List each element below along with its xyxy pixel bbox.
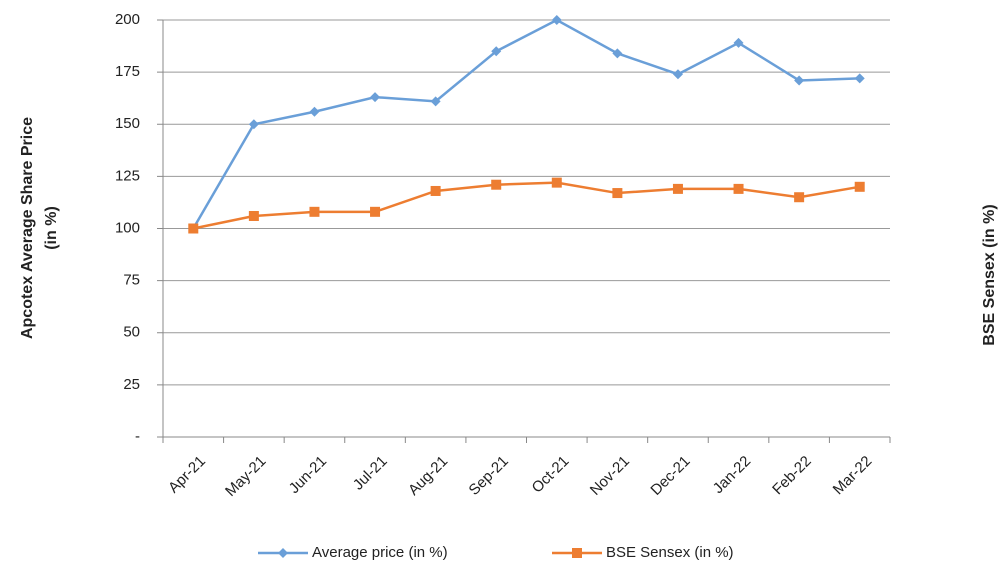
x-tick-label: Mar-22 [830, 453, 876, 499]
y-tick-label: 125 [115, 167, 140, 184]
point [188, 223, 199, 234]
x-tick-label: Sep-21 [466, 453, 512, 499]
y-tick-label: 100 [115, 219, 140, 236]
legend-marker [278, 548, 288, 558]
y-tick-label: 175 [115, 63, 140, 80]
point [309, 206, 320, 217]
point [672, 69, 683, 80]
point [491, 179, 502, 190]
point [370, 206, 381, 217]
point [309, 106, 320, 117]
series-line [193, 181, 860, 230]
point [248, 210, 259, 221]
point [672, 183, 683, 194]
legend-label: Average price (in %) [312, 544, 448, 561]
point [551, 15, 562, 25]
x-tick-label: Oct-21 [529, 453, 573, 497]
legend-marker [572, 548, 582, 558]
point [370, 92, 381, 103]
point [491, 46, 502, 57]
x-tick-label: Aug-21 [405, 453, 451, 499]
point [551, 177, 562, 188]
y-axis-title: (in %) [43, 206, 60, 250]
point [854, 73, 865, 84]
point [248, 119, 259, 130]
x-tick-label: Jul-21 [350, 453, 391, 494]
x-tick-label: Feb-22 [769, 453, 815, 499]
y-tick-label: 200 [115, 11, 140, 28]
y-tick-label: - [135, 428, 140, 445]
point [430, 96, 441, 107]
point [733, 37, 744, 48]
point [794, 75, 805, 86]
series-line [192, 18, 860, 230]
x-tick-label: Apr-21 [165, 453, 209, 497]
x-tick-label: May-21 [222, 453, 269, 500]
y-tick-label: 25 [123, 376, 140, 393]
y-tick-label: 150 [115, 115, 140, 132]
y-axis-title: Apcotex Average Share Price [19, 117, 36, 339]
x-tick-label: Jan-22 [710, 453, 754, 497]
y-tick-label: 50 [123, 324, 140, 341]
point [612, 48, 623, 59]
x-tick-label: Nov-21 [587, 453, 633, 499]
y2-axis-title: BSE Sensex (in %) [981, 204, 998, 345]
point [612, 188, 623, 199]
point [430, 185, 441, 196]
x-tick-label: Dec-21 [647, 453, 693, 499]
y-tick-label: 75 [123, 272, 140, 289]
legend-label: BSE Sensex (in %) [606, 544, 734, 561]
point [794, 192, 805, 203]
point [854, 181, 865, 192]
x-tick-label: Jun-21 [286, 453, 330, 497]
point [733, 183, 744, 194]
